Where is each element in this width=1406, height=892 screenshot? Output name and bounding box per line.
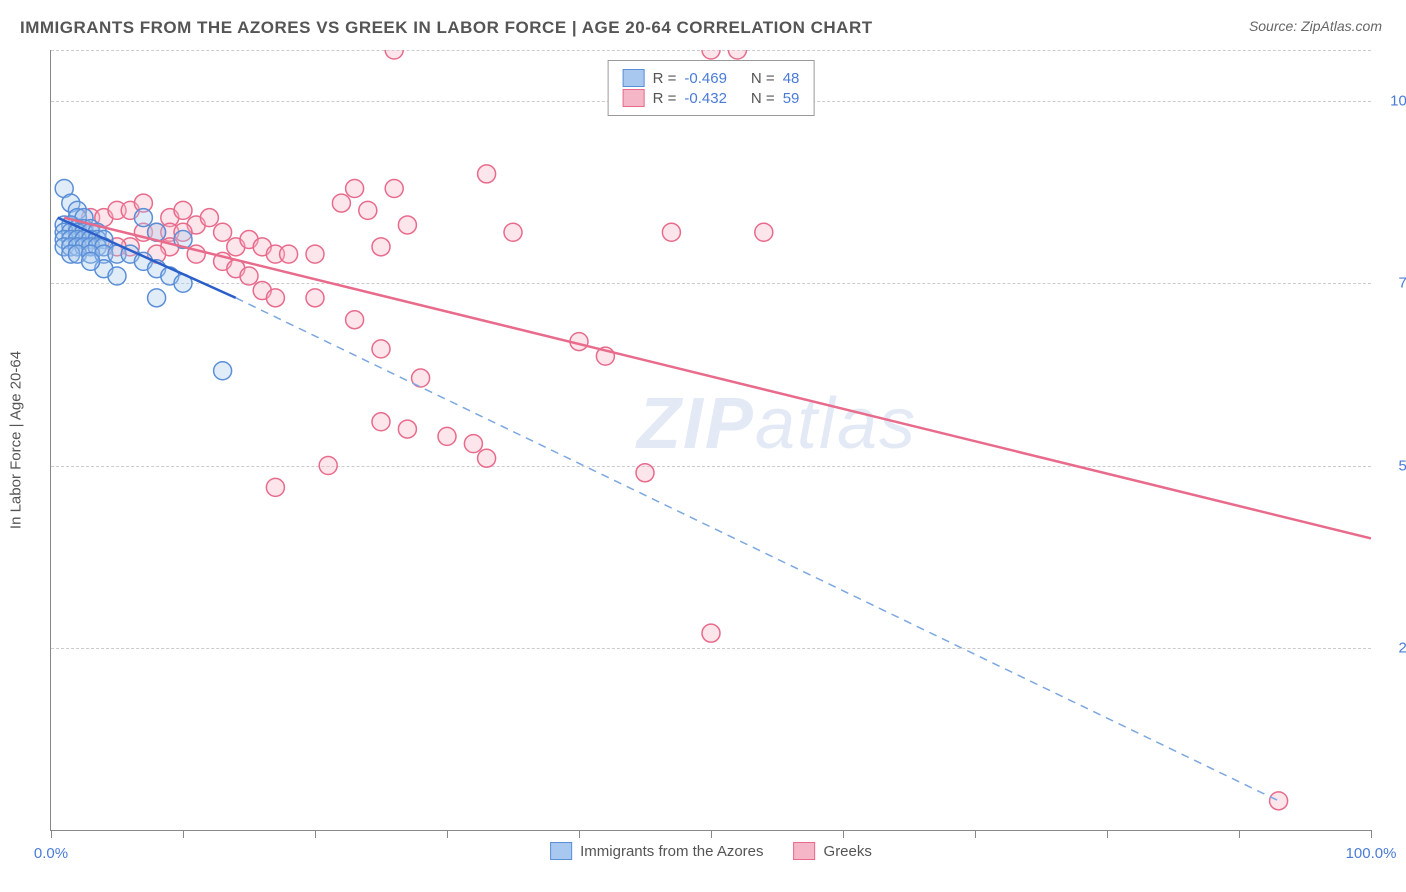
plot-area: In Labor Force | Age 20-64 ZIPatlas R = … <box>50 50 1371 831</box>
legend-row-1: R = -0.432 N = 59 <box>623 89 800 107</box>
legend-swatch-1 <box>623 89 645 107</box>
r-value-0: -0.469 <box>684 70 727 87</box>
r-label-0: R = <box>653 70 677 87</box>
r-value-1: -0.432 <box>684 90 727 107</box>
legend-item-0: Immigrants from the Azores <box>550 842 763 860</box>
legend-row-0: R = -0.469 N = 48 <box>623 69 800 87</box>
legend-series: Immigrants from the Azores Greeks <box>550 842 872 860</box>
r-label-1: R = <box>653 90 677 107</box>
chart-container: IMMIGRANTS FROM THE AZORES VS GREEK IN L… <box>0 0 1406 892</box>
legend-item-1: Greeks <box>794 842 872 860</box>
legend-item-label-1: Greeks <box>824 843 872 860</box>
n-value-1: 59 <box>783 90 800 107</box>
y-axis-label: In Labor Force | Age 20-64 <box>8 351 25 529</box>
n-value-0: 48 <box>783 70 800 87</box>
legend-item-label-0: Immigrants from the Azores <box>580 843 763 860</box>
source-label: Source: ZipAtlas.com <box>1249 18 1382 34</box>
legend-bottom-swatch-0 <box>550 842 572 860</box>
plot-svg <box>51 50 1371 830</box>
n-label-0: N = <box>751 70 775 87</box>
legend-correlation: R = -0.469 N = 48 R = -0.432 N = 59 <box>608 60 815 116</box>
n-label-1: N = <box>751 90 775 107</box>
legend-bottom-swatch-1 <box>794 842 816 860</box>
chart-title: IMMIGRANTS FROM THE AZORES VS GREEK IN L… <box>20 18 873 38</box>
legend-swatch-0 <box>623 69 645 87</box>
